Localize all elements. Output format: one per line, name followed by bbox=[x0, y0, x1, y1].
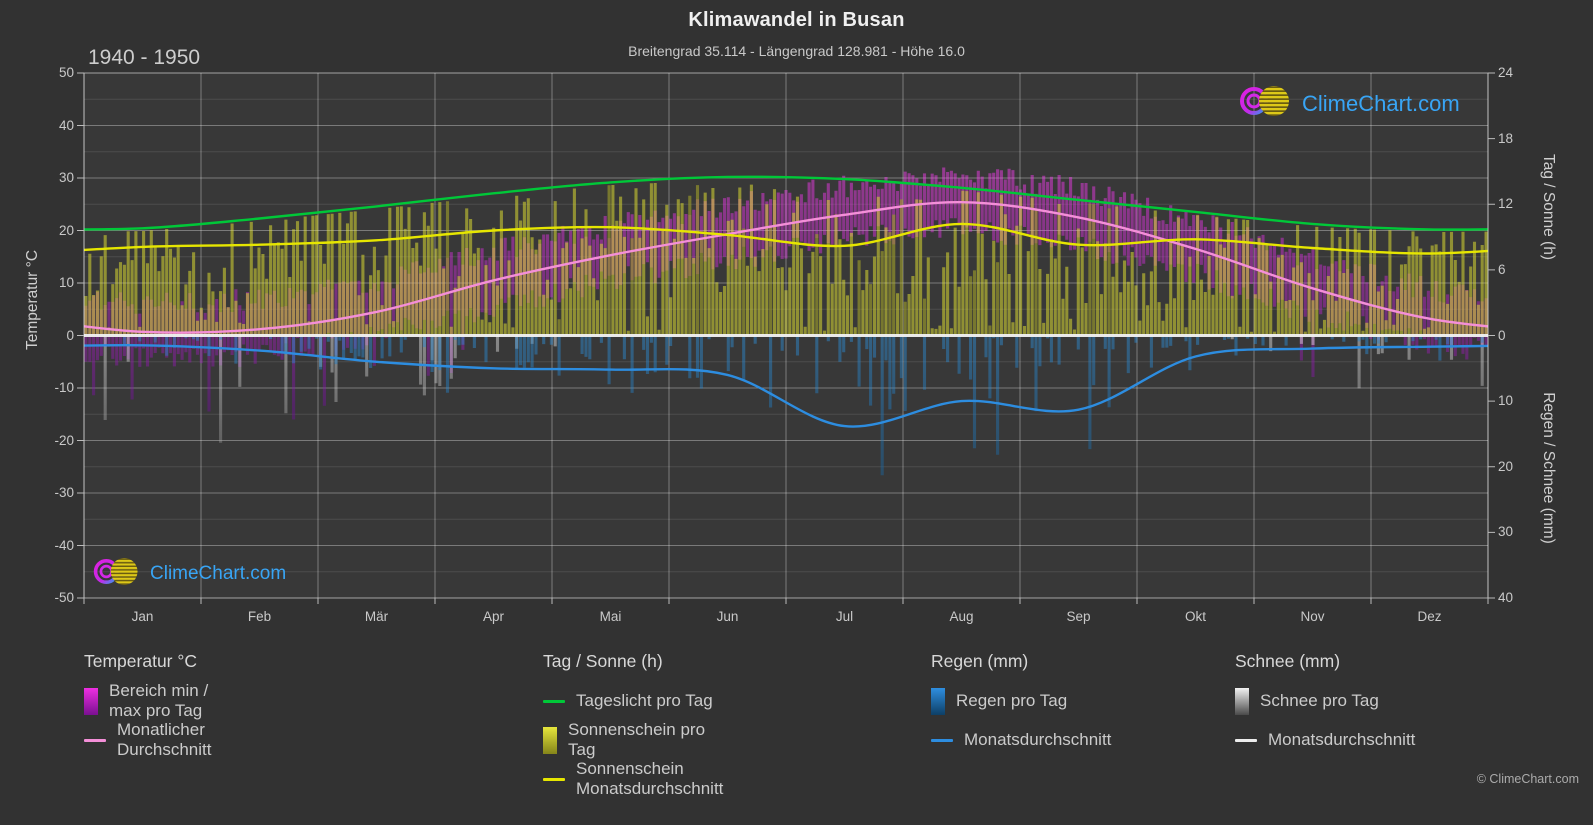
legend-item-label: Sonnenschein Monatsdurchschnitt bbox=[576, 759, 724, 798]
rain-snow-axis-title: Regen / Schnee (mm) bbox=[1540, 392, 1557, 544]
legend-line-swatch bbox=[84, 738, 106, 742]
copyright-text: © ClimeChart.com bbox=[1476, 772, 1579, 786]
legend-item-label: Tageslicht pro Tag bbox=[576, 691, 713, 710]
legend-group-title: Regen (mm) bbox=[931, 651, 1029, 671]
daylight-line bbox=[84, 175, 1488, 231]
legend-item: Bereich min / max pro Tag bbox=[84, 681, 211, 720]
legend-item-label: Schnee pro Tag bbox=[1260, 691, 1379, 710]
legend-group-2: Tag / Sonne (h) Tageslicht pro Tag Sonnens… bbox=[543, 651, 723, 803]
legend-group-title: Tag / Sonne (h) bbox=[543, 651, 663, 671]
legend-item: Monatsdurchschnitt bbox=[1235, 725, 1415, 755]
legend-group-title: Schnee (mm) bbox=[1235, 651, 1341, 671]
legend-gradient-swatch bbox=[1235, 687, 1249, 715]
legend-line-swatch bbox=[543, 699, 565, 703]
legend-group-3: Regen (mm) Regen pro Tag Monatsdurchschnit… bbox=[931, 651, 1111, 764]
legend-gradient-swatch bbox=[543, 726, 557, 754]
logo-sun-icon bbox=[1259, 86, 1289, 116]
legend-line-swatch bbox=[543, 777, 565, 781]
rain-monthly-average-line bbox=[84, 343, 1488, 428]
legend-item-label: Monatlicher Durchschnitt bbox=[117, 720, 212, 759]
legend-line-swatch bbox=[931, 738, 953, 742]
legend-gradient-swatch bbox=[84, 687, 98, 715]
legend-group-4: Schnee (mm) Schnee pro Tag Monatsdurchschn… bbox=[1235, 651, 1415, 764]
logo-sun-icon bbox=[110, 558, 138, 585]
temperature-monthly-average-line bbox=[84, 200, 1488, 334]
legend-item: Sonnenschein Monatsdurchschnitt bbox=[543, 759, 723, 798]
period-label: 1940 - 1950 bbox=[88, 46, 201, 69]
sunshine-daily-bars bbox=[84, 183, 1488, 336]
legend-item-label: Bereich min / max pro Tag bbox=[109, 681, 209, 720]
rainy-day-shadow-bars bbox=[445, 185, 1111, 336]
climechart-logo-icon bbox=[1238, 84, 1294, 123]
legend-item: Tageslicht pro Tag bbox=[543, 686, 723, 716]
sunshine-monthly-average-line bbox=[84, 222, 1488, 255]
legend-item: Schnee pro Tag bbox=[1235, 686, 1415, 716]
logo-inner-ring-icon bbox=[1246, 93, 1262, 109]
temperature-axis-title: Temperatur °C bbox=[24, 249, 41, 351]
climechart-logo-text: ClimeChart.com bbox=[150, 563, 287, 584]
legend-line-swatch bbox=[1235, 738, 1257, 742]
climechart-logo-text: ClimeChart.com bbox=[1302, 90, 1460, 116]
legend-item-label: Regen pro Tag bbox=[956, 691, 1068, 710]
rain-daily-bars bbox=[122, 335, 1484, 476]
climechart-logo-mark bbox=[1240, 86, 1289, 116]
legend-item: Sonnenschein pro Tag bbox=[543, 720, 723, 759]
logo-inner-ring-icon bbox=[99, 564, 113, 579]
climechart-logo-top-right[interactable]: ClimeChart.com bbox=[1238, 84, 1460, 123]
climechart-logo-bottom-left[interactable]: ClimeChart.com bbox=[92, 556, 286, 592]
page-title: Klimawandel in Busan bbox=[688, 9, 905, 31]
day-sun-axis-title: Tag / Sonne (h) bbox=[1540, 154, 1557, 260]
legend-group-title: Temperatur °C bbox=[84, 651, 198, 671]
legend-gradient-swatch bbox=[931, 687, 945, 715]
legend-item: Monatlicher Durchschnitt bbox=[84, 720, 211, 759]
legend-group-1: Temperatur °C Bereich min / max pro Tag Mo… bbox=[84, 651, 211, 764]
legend-item-label: Sonnenschein pro Tag bbox=[568, 720, 706, 759]
legend-item-label: Monatsdurchschnitt bbox=[964, 730, 1112, 749]
page-subtitle: Breitengrad 35.114 - Längengrad 128.981 … bbox=[628, 43, 965, 59]
climechart-logo-icon bbox=[92, 556, 142, 592]
legend-item-label: Monatsdurchschnitt bbox=[1268, 730, 1416, 749]
climechart-logo-mark bbox=[93, 558, 138, 585]
legend-item: Regen pro Tag bbox=[931, 686, 1111, 716]
legend-item: Monatsdurchschnitt bbox=[931, 725, 1111, 755]
